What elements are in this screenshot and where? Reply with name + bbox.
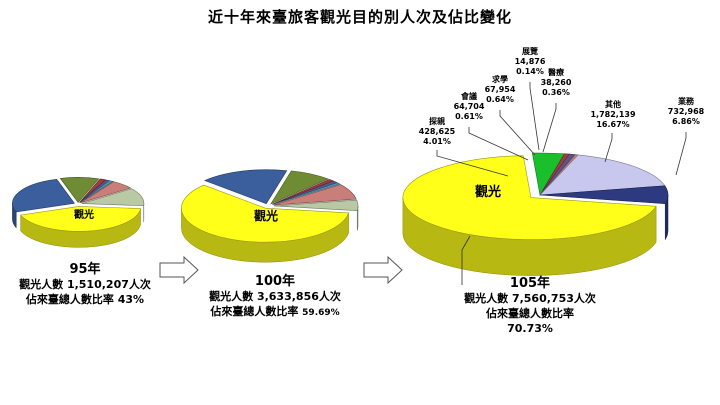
year-label: 105年: [509, 276, 551, 291]
caption-100: 100年 觀光人數 3,633,856人次 佔來臺總人數比率 59.69%: [200, 274, 350, 321]
leader-醫療: [542, 103, 557, 153]
slice-展覽: [79, 180, 114, 203]
caption-95: 95年 觀光人數 1,510,207人次 佔來臺總人數比率 43%: [10, 262, 160, 307]
arrow-100-105: [363, 255, 403, 285]
slice-業務: [203, 169, 288, 205]
slice-其他: [539, 154, 666, 196]
callout-其他: 其他 1,782,139 16.67%: [590, 100, 636, 129]
leader-caption-105: [461, 235, 471, 285]
slice-探親: [270, 170, 329, 205]
callout-展覽: 展覽 14,876 0.14%: [514, 47, 546, 76]
leader-探親: [436, 150, 509, 177]
leader-求學: [499, 110, 536, 156]
tourist-count: 觀光人數 3,633,856人次: [209, 290, 341, 303]
slice-觀光: [20, 206, 141, 232]
tourist-count: 觀光人數 7,560,753人次: [464, 292, 596, 305]
ratio-label: 佔來臺總人數比率: [25, 293, 114, 306]
caption-105: 105年 觀光人數 7,560,753人次 佔來臺總人數比率 70.73%: [430, 276, 630, 336]
slice-業務: [539, 185, 669, 205]
slice-label-觀光: 觀光: [74, 208, 94, 221]
slice-其他: [81, 188, 145, 207]
pie-105年: 觀光: [402, 152, 669, 276]
ratio-line: 佔來臺總人數比率 59.69%: [200, 304, 350, 321]
callout-會議: 會議 64,704 0.61%: [453, 92, 485, 121]
ratio-line: 佔來臺總人數比率 43%: [10, 292, 160, 307]
callout-醫療: 醫療 38,260 0.36%: [540, 68, 572, 97]
slice-探親: [59, 177, 100, 203]
leader-其他: [604, 133, 613, 163]
slice-label-觀光: 觀光: [475, 184, 501, 200]
slice-展覽: [272, 182, 341, 205]
chart-title: 近十年來臺旅客觀光目的別人次及佔比變化: [207, 8, 512, 26]
slice-觀光: [402, 155, 657, 240]
slice-label-觀光: 觀光: [254, 208, 278, 223]
ratio-value: 70.73%: [507, 322, 553, 335]
ratio-label: 佔來臺總人數比率: [486, 307, 574, 320]
leader-展覽: [529, 82, 540, 151]
tourist-count: 觀光人數 1,510,207人次: [19, 278, 151, 291]
slice-業務: [12, 179, 75, 213]
ratio-value: 59.69%: [302, 308, 340, 318]
year-label: 100年: [254, 274, 296, 289]
ratio-label: 佔來臺總人數比率: [210, 305, 299, 318]
callout-業務: 業務 732,968 6.86%: [667, 97, 705, 126]
callout-探親: 探親 428,625 4.01%: [418, 117, 456, 146]
slice-醫療: [273, 184, 357, 206]
callout-求學: 求學 67,954 0.64%: [484, 75, 516, 104]
slice-醫療: [80, 181, 132, 204]
year-label: 95年: [69, 262, 101, 277]
ratio-value: 43%: [117, 293, 145, 306]
pie-95年: 觀光: [12, 177, 145, 248]
slice-其他: [273, 199, 359, 212]
leader-會議: [468, 127, 529, 161]
arrow-95-100: [159, 255, 199, 285]
leader-業務: [675, 132, 687, 176]
slice-觀光: [181, 184, 350, 243]
pie-100年: 觀光: [181, 169, 359, 263]
